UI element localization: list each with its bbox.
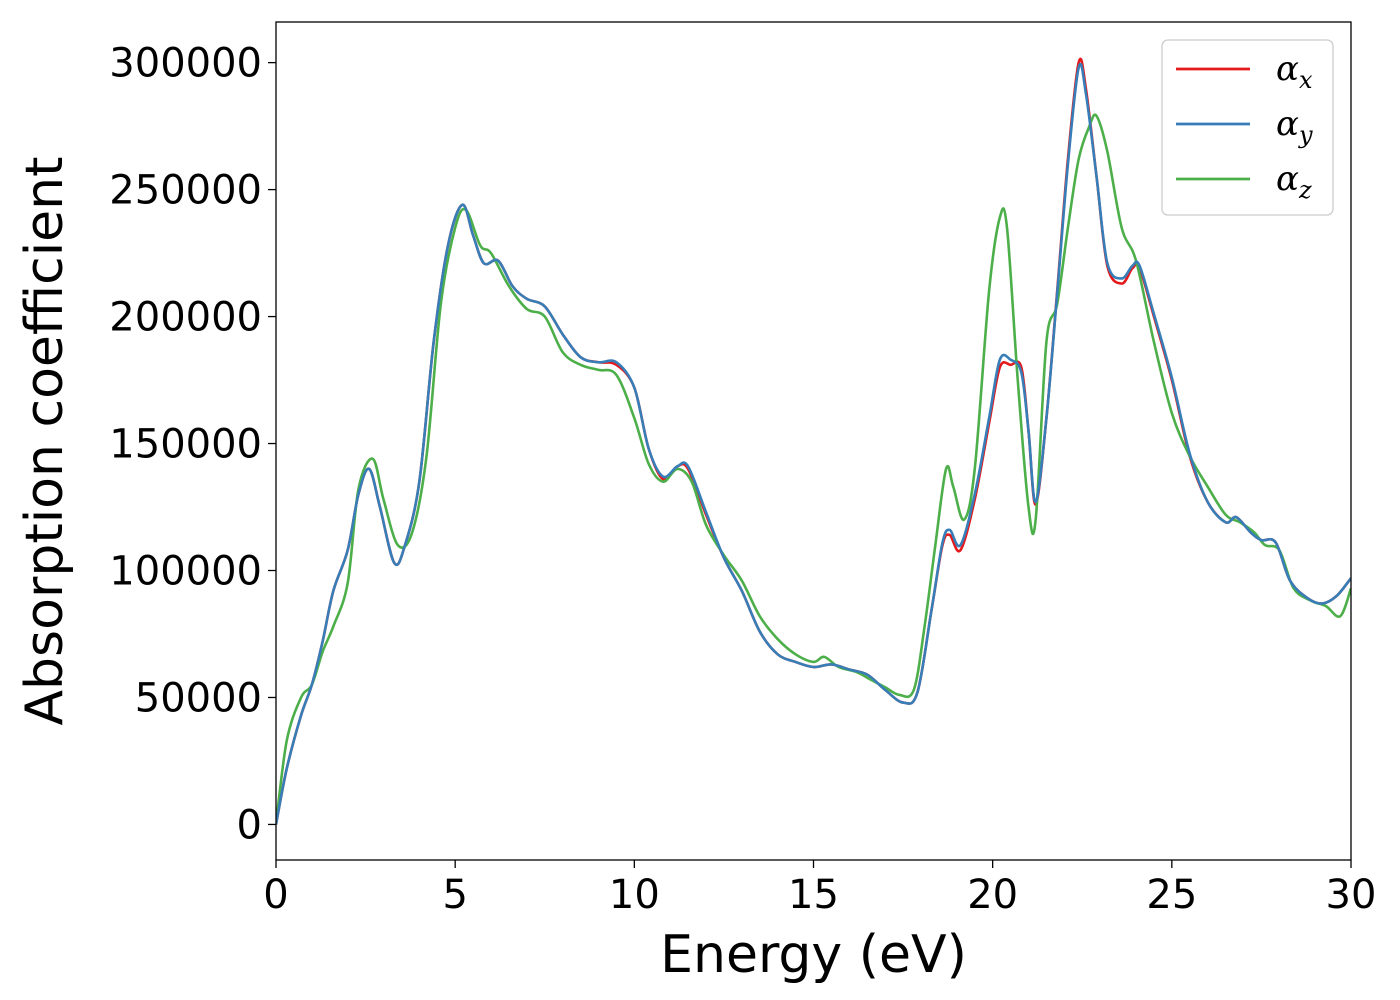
y-tick-label: 250000 bbox=[109, 168, 262, 214]
x-tick-label: 0 bbox=[263, 872, 288, 918]
x-axis-title: Energy (eV) bbox=[660, 925, 967, 985]
y-tick-label: 150000 bbox=[109, 422, 262, 468]
x-tick-label: 10 bbox=[609, 872, 660, 918]
y-tick-label: 200000 bbox=[109, 295, 262, 341]
legend-label-x: αx bbox=[1276, 49, 1313, 94]
y-tick-label: 50000 bbox=[135, 675, 262, 721]
series-line-z bbox=[276, 113, 1351, 825]
x-tick-label: 20 bbox=[967, 872, 1018, 918]
legend-label-z: αz bbox=[1276, 159, 1312, 204]
x-tick-label: 30 bbox=[1326, 872, 1377, 918]
x-tick-label: 25 bbox=[1146, 872, 1197, 918]
series-line-y bbox=[276, 62, 1351, 825]
x-tick-label: 5 bbox=[442, 872, 467, 918]
y-tick-label: 0 bbox=[237, 802, 262, 848]
y-axis-ticks: 0 50000 100000 150000 200000 250000 300000 bbox=[109, 41, 276, 848]
y-tick-label: 100000 bbox=[109, 549, 262, 595]
y-tick-label: 300000 bbox=[109, 41, 262, 87]
x-axis-ticks: 0 5 10 15 20 25 30 bbox=[263, 860, 1376, 918]
legend-box bbox=[1161, 39, 1334, 216]
x-tick-label: 15 bbox=[788, 872, 839, 918]
y-axis-title: Absorption coefficient bbox=[15, 156, 75, 725]
series-layer bbox=[276, 57, 1351, 825]
legend-label-y: αy bbox=[1276, 104, 1313, 149]
legend: αx αy αz bbox=[1161, 39, 1334, 216]
